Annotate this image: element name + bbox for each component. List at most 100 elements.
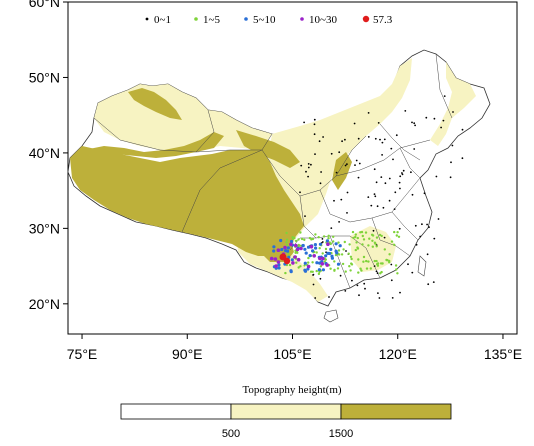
station-5-10 <box>284 249 288 253</box>
station-1-5 <box>318 247 321 250</box>
colorbar-title: Topography height(m) <box>242 384 341 396</box>
station-10-30 <box>269 256 274 261</box>
station-5-10 <box>330 254 334 258</box>
station-1-5 <box>327 237 330 240</box>
station-1-5 <box>396 231 399 234</box>
station-0-1 <box>411 271 414 274</box>
station-0-1 <box>413 148 416 150</box>
station-0-1 <box>376 272 379 275</box>
station-0-1 <box>382 206 385 209</box>
lon-label: 75°E <box>67 346 98 362</box>
station-1-5 <box>297 238 300 241</box>
station-1-5 <box>394 264 398 267</box>
station-0-1 <box>390 279 393 282</box>
station-0-1 <box>346 163 348 166</box>
station-1-5 <box>371 245 374 248</box>
station-0-1 <box>461 157 464 160</box>
station-0-1 <box>427 283 430 286</box>
station-0-1 <box>355 159 358 162</box>
station-0-1 <box>367 136 370 138</box>
station-0-1 <box>428 226 430 229</box>
station-0-1 <box>374 195 377 198</box>
station-5-10 <box>336 262 341 266</box>
station-1-5 <box>315 269 318 273</box>
station-5-10 <box>306 245 311 249</box>
station-0-1 <box>376 205 379 208</box>
station-0-1 <box>435 175 438 178</box>
station-0-1 <box>425 116 428 119</box>
station-1-5 <box>375 245 378 248</box>
station-1-5 <box>368 237 371 240</box>
axis-ticks <box>63 1 504 339</box>
station-0-1 <box>328 296 330 298</box>
station-1-5 <box>388 261 391 264</box>
station-1-5 <box>342 248 345 251</box>
station-1-5 <box>296 251 299 254</box>
station-0-1 <box>414 124 416 127</box>
station-0-1 <box>415 243 418 246</box>
station-1-5 <box>348 265 351 268</box>
station-layer <box>269 95 464 299</box>
station-0-1 <box>440 126 442 129</box>
station-0-1 <box>303 121 305 124</box>
legend-label: 57.3 <box>373 14 393 26</box>
station-1-5 <box>369 267 372 270</box>
station-5-10 <box>301 244 305 248</box>
station-1-5 <box>362 238 366 241</box>
station-5-10 <box>303 261 307 265</box>
high-elevation-tibet <box>70 146 304 256</box>
station-10-30 <box>325 263 330 267</box>
station-5-10 <box>317 268 321 272</box>
station-5-10 <box>321 268 325 272</box>
colorbar-tick-1500: 1500 <box>329 428 353 440</box>
lon-label: 105°E <box>273 346 311 362</box>
station-1-5 <box>337 249 341 252</box>
station-1-5 <box>311 261 314 264</box>
station-0-1 <box>383 236 386 239</box>
station-1-5 <box>284 271 287 275</box>
station-1-5 <box>362 260 365 263</box>
station-1-5 <box>327 234 330 237</box>
station-0-1 <box>399 175 402 178</box>
high-elevation-loess-ridge <box>332 152 352 190</box>
station-5-10 <box>272 245 276 249</box>
station-1-5 <box>351 230 355 234</box>
station-1-5 <box>333 260 336 263</box>
lat-label: 60°N <box>29 0 60 10</box>
station-0-1 <box>345 250 347 252</box>
station-1-5 <box>354 235 357 239</box>
station-1-5 <box>354 233 357 236</box>
station-0-1 <box>313 123 316 126</box>
province-boundaries <box>93 53 453 289</box>
topography-colorbar <box>120 403 452 420</box>
station-1-5 <box>317 272 321 276</box>
station-1-5 <box>350 257 353 261</box>
station-0-1 <box>437 218 440 220</box>
station-0-1 <box>384 182 387 185</box>
station-5-10 <box>289 270 293 274</box>
station-0-1 <box>344 138 346 141</box>
station-5-10 <box>303 247 307 251</box>
lat-label: 40°N <box>29 145 60 161</box>
legend-marker <box>362 15 370 23</box>
station-0-1 <box>391 297 394 299</box>
legend-label: 0~1 <box>154 14 171 26</box>
colorbar-segment-mid <box>230 403 342 420</box>
station-1-5 <box>388 253 391 256</box>
station-5-10 <box>311 249 315 253</box>
station-0-1 <box>426 223 428 226</box>
station-1-5 <box>324 247 328 251</box>
station-5-10 <box>314 246 318 250</box>
station-0-1 <box>402 169 405 172</box>
station-0-1 <box>304 215 306 218</box>
station-1-5 <box>297 243 300 247</box>
station-0-1 <box>322 136 324 138</box>
station-0-1 <box>339 274 342 277</box>
station-5-10 <box>277 263 281 267</box>
station-1-5 <box>329 267 332 270</box>
station-0-1 <box>321 238 324 240</box>
station-1-5 <box>332 235 335 238</box>
station-1-5 <box>309 270 313 273</box>
station-1-5 <box>364 231 368 234</box>
